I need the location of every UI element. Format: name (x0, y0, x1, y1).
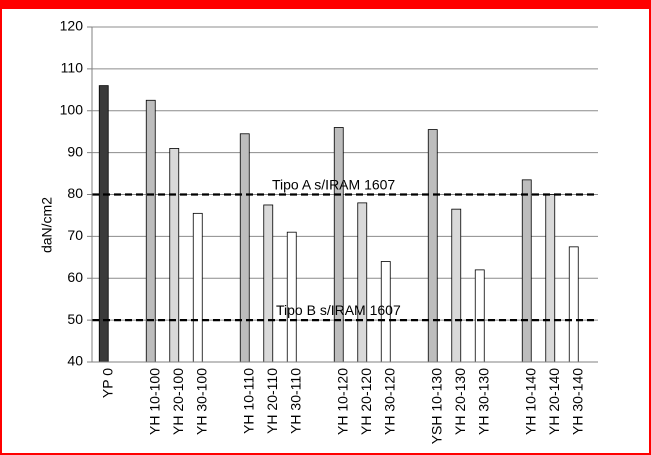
bar (474, 269, 485, 363)
reference-lines: Tipo A s/IRAM 1607 Tipo B s/IRAM 1607 (92, 177, 598, 322)
x-tick-label: YH 10-140 (522, 368, 538, 435)
y-tick-label: 70 (67, 227, 83, 243)
bar (169, 148, 180, 363)
x-tick-label: YH 30-140 (569, 368, 585, 435)
bar (521, 179, 532, 363)
bar (427, 129, 438, 363)
x-tick-label: YH 30-130 (475, 368, 491, 435)
x-tick-label: YSH 10-130 (428, 368, 444, 444)
bar (239, 133, 250, 363)
x-tick-label: YH 30-100 (193, 368, 209, 435)
bar (451, 208, 462, 363)
x-tick-label: YH 10-100 (146, 368, 162, 435)
x-tick-label: YH 20-140 (546, 368, 562, 435)
x-tick-label: YH 30-120 (381, 368, 397, 435)
bar (333, 127, 344, 363)
x-tick-label: YP 0 (99, 368, 115, 398)
x-tick-label: YH 10-110 (240, 368, 256, 434)
x-tick-label: YH 20-110 (264, 368, 280, 434)
reference-line-label: Tipo A s/IRAM 1607 (272, 177, 395, 193)
y-tick-label: 60 (67, 269, 83, 285)
x-tick-label: YH 20-100 (170, 368, 186, 435)
bar (286, 231, 297, 363)
bar (263, 204, 274, 363)
bar (568, 246, 579, 363)
y-tick-label: 80 (67, 185, 83, 201)
bar (357, 202, 368, 363)
bar (145, 99, 156, 363)
y-tick-label: 40 (67, 353, 83, 369)
axes: 40 50 60 70 80 90 100 110 120 YP 0 YH 10-100 YH 20-… (60, 18, 598, 444)
y-tick-label: 50 (67, 311, 83, 327)
x-tick-label: YH 20-120 (358, 368, 374, 435)
x-tick-label: YH 10-120 (334, 368, 350, 435)
reference-line-label: Tipo B s/IRAM 1607 (276, 302, 401, 318)
bar (192, 212, 203, 363)
y-tick-label: 90 (67, 143, 83, 159)
x-tick-label: YH 20-130 (452, 368, 468, 435)
y-tick-label: 120 (60, 18, 84, 34)
y-tick-label: 100 (60, 101, 84, 117)
bar (545, 194, 556, 363)
x-tick-label: YH 30-110 (287, 368, 303, 434)
y-tick-label: 110 (61, 60, 84, 76)
y-axis-label: daN/cm2 (39, 197, 55, 253)
